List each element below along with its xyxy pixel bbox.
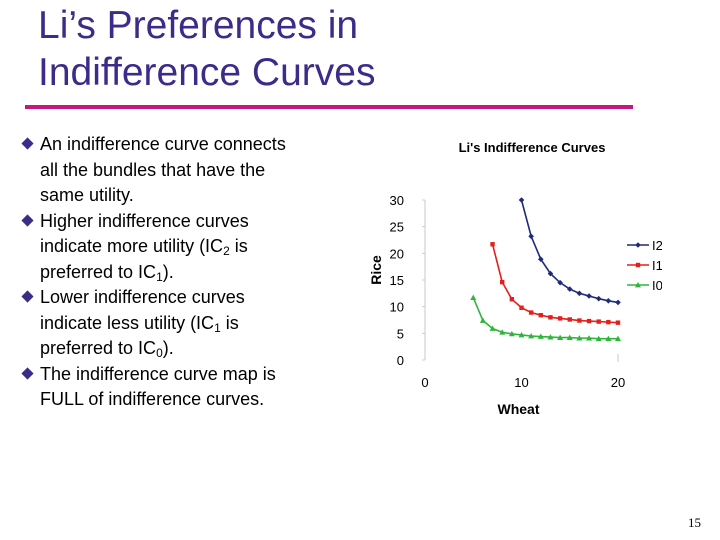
data-point-i2 — [547, 270, 554, 277]
x-axis-label: Wheat — [498, 401, 540, 417]
legend-label-i0: I0 — [652, 278, 662, 293]
legend-label-i1: I1 — [652, 258, 662, 273]
y-tick-label: 20 — [390, 246, 404, 261]
data-point-i0 — [508, 330, 515, 337]
bullet-list: An indifference curve connects all the bu… — [21, 132, 352, 413]
data-point-i1 — [519, 305, 524, 310]
data-point-i0 — [566, 334, 573, 340]
bullet-line: Lower indifference curves — [40, 287, 245, 307]
legend-label-i2: I2 — [652, 238, 662, 253]
bullet-item: The indifference curve map is FULL of ind… — [21, 362, 352, 413]
title-divider — [25, 105, 633, 109]
data-point-i0 — [605, 335, 612, 342]
bullet-line: The indifference curve map is — [40, 363, 276, 384]
data-point-i2 — [586, 293, 592, 299]
y-tick-label: 30 — [390, 193, 404, 208]
data-point-i2 — [595, 295, 602, 302]
data-point-i2 — [528, 233, 534, 240]
legend-marker-i2 — [635, 242, 641, 248]
data-point-i0 — [557, 334, 564, 340]
bullet-line: all the bundles that have the — [40, 159, 266, 180]
bullet-item: An indifference curve connects all the bu… — [21, 132, 352, 209]
subscript: 2 — [223, 244, 230, 258]
bullet-item: Higher indifference curves indicate more … — [21, 209, 352, 286]
data-point-i1 — [528, 310, 534, 315]
subscript: 1 — [214, 320, 221, 335]
data-point-i1 — [509, 297, 515, 302]
bullet-line: Higher indifference curves — [40, 210, 249, 231]
legend-marker-i1 — [635, 262, 641, 268]
data-point-i1 — [548, 315, 553, 320]
data-point-i1 — [567, 317, 572, 322]
slide-title-line-1: Li’s Preferences in — [38, 4, 359, 47]
bullet-line: preferred to IC1). — [40, 261, 174, 284]
diamond-bullet-icon — [21, 137, 34, 150]
data-point-i1 — [586, 318, 592, 324]
y-tick-label: 15 — [390, 273, 404, 288]
subscript: 0 — [156, 346, 163, 360]
chart-title: Li's Indifference Curves — [459, 140, 606, 155]
data-point-i0 — [479, 317, 486, 323]
x-tick-label: 0 — [421, 375, 428, 390]
series-line-i1 — [491, 244, 619, 324]
data-point-i1 — [606, 319, 611, 325]
data-point-i1 — [577, 318, 582, 323]
data-point-i0 — [489, 325, 496, 331]
x-tick-label: 20 — [611, 375, 625, 390]
bullet-item: Lower indifference curves indicate less u… — [21, 285, 352, 362]
page-number: 15 — [688, 515, 701, 530]
data-point-i0 — [615, 335, 621, 342]
indifference-curves-chart: Li's Indifference Curves 0 5 10 15 20 25 30 0 10 2… — [368, 140, 662, 417]
data-point-i1 — [596, 319, 601, 324]
data-point-i1 — [538, 313, 543, 318]
slide-title-line-2: Indifference Curves — [38, 51, 376, 94]
diamond-bullet-icon — [21, 290, 34, 303]
data-point-i2 — [518, 197, 525, 203]
data-point-i1 — [500, 279, 505, 285]
diamond-bullet-icon — [21, 366, 34, 380]
y-tick-label: 5 — [397, 326, 404, 341]
y-tick-label: 10 — [390, 300, 404, 315]
data-point-i0 — [499, 329, 506, 335]
data-point-i0 — [576, 335, 583, 341]
data-point-i2 — [538, 256, 544, 262]
data-point-i0 — [518, 331, 525, 338]
bullet-line: indicate more utility (IC2 is — [40, 236, 248, 258]
data-point-i1 — [490, 242, 495, 247]
data-point-i1 — [557, 316, 563, 321]
y-tick-label: 25 — [390, 220, 404, 235]
bullet-line: indicate less utility (IC1 is — [40, 312, 239, 335]
data-point-i0 — [528, 333, 535, 339]
data-point-i0 — [595, 335, 602, 342]
diamond-bullet-icon — [21, 213, 34, 227]
data-point-i0 — [470, 294, 477, 300]
slide-title: Li’s Preferences in Indifference Curves — [38, 2, 638, 96]
legend-marker-i0 — [635, 282, 641, 288]
bullet-line: same utility. — [40, 185, 134, 205]
data-point-i2 — [576, 290, 583, 297]
bullet-line: FULL of indifference curves. — [40, 389, 265, 409]
data-point-i0 — [547, 334, 554, 340]
x-tick-label: 10 — [514, 375, 528, 390]
subscript: 1 — [156, 269, 163, 284]
data-point-i2 — [615, 299, 621, 306]
series-line-i0 — [472, 297, 618, 340]
bullet-line: An indifference curve connects — [40, 134, 286, 154]
bullet-line: preferred to IC0). — [40, 338, 174, 360]
data-point-i0 — [586, 335, 593, 341]
y-axis-label: Rice — [368, 255, 384, 285]
data-point-i1 — [615, 320, 621, 325]
y-tick-label: 0 — [397, 353, 404, 368]
data-point-i0 — [537, 333, 544, 339]
data-point-i2 — [557, 279, 563, 286]
data-point-i2 — [605, 298, 612, 304]
